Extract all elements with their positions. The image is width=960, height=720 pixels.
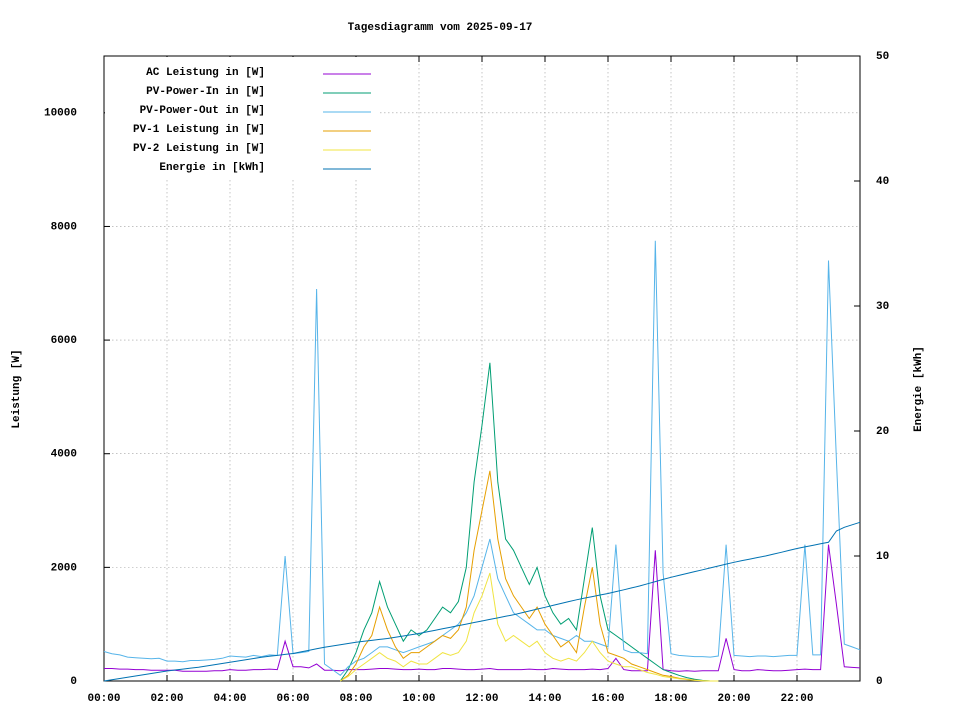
x-tick-label: 06:00 <box>276 693 309 705</box>
y2-tick-label: 50 <box>876 51 889 63</box>
y-tick-label: 2000 <box>51 562 77 574</box>
series-line <box>104 544 861 672</box>
series-line <box>340 572 719 682</box>
x-tick-label: 10:00 <box>402 693 435 705</box>
legend-label: PV-1 Leistung in [W] <box>133 124 265 136</box>
y2-tick-label: 30 <box>876 301 889 313</box>
legend-box <box>105 57 380 178</box>
legend-label: PV-Power-Out in [W] <box>140 105 265 117</box>
series-line <box>339 362 719 682</box>
y-axis-label: Leistung [W] <box>11 349 23 428</box>
legend-label: AC Leistung in [W] <box>146 67 265 79</box>
x-tick-label: 18:00 <box>654 693 687 705</box>
y2-tick-label: 20 <box>876 426 889 438</box>
x-tick-label: 12:00 <box>465 693 498 705</box>
y2-tick-label: 10 <box>876 551 889 563</box>
y-tick-label: 4000 <box>51 449 77 461</box>
y2-tick-label: 0 <box>876 676 883 688</box>
x-tick-label: 16:00 <box>591 693 624 705</box>
y2-axis-label: Energie [kWh] <box>913 346 925 432</box>
chart-title: Tagesdiagramm vom 2025-09-17 <box>348 22 533 34</box>
plot-frame <box>103 55 861 682</box>
x-tick-label: 02:00 <box>150 693 183 705</box>
y-tick-label: 6000 <box>51 335 77 347</box>
x-tick-label: 00:00 <box>87 693 120 705</box>
y-tick-label: 10000 <box>44 108 77 120</box>
x-tick-label: 14:00 <box>528 693 561 705</box>
series-line <box>340 470 719 682</box>
series-line <box>103 240 861 676</box>
y2-tick-label: 40 <box>876 176 889 188</box>
y-tick-label: 0 <box>70 676 77 688</box>
x-tick-label: 20:00 <box>717 693 750 705</box>
x-tick-label: 08:00 <box>339 693 372 705</box>
legend-label: PV-2 Leistung in [W] <box>133 143 265 155</box>
series-line <box>103 521 861 682</box>
legend-label: PV-Power-In in [W] <box>146 86 265 98</box>
x-tick-label: 22:00 <box>780 693 813 705</box>
x-tick-label: 04:00 <box>213 693 246 705</box>
legend-label: Energie in [kWh] <box>159 162 265 174</box>
y-tick-label: 8000 <box>51 221 77 233</box>
